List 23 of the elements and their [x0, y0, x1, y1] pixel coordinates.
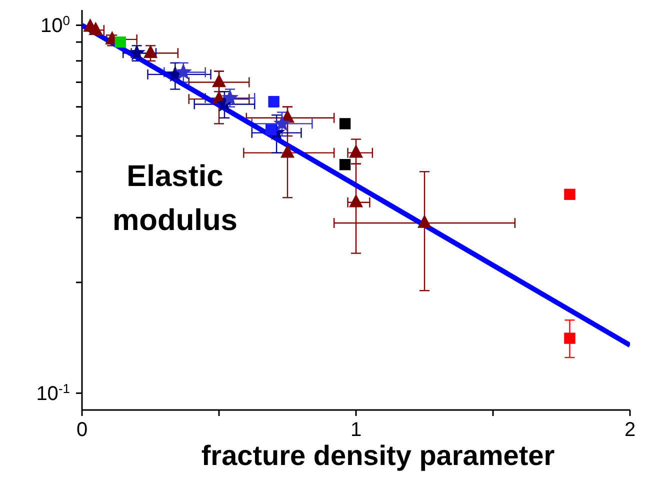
- x-tick-label: 0: [76, 419, 88, 441]
- point: [564, 188, 576, 200]
- point: [212, 74, 226, 88]
- x-tick-label: 1: [350, 419, 362, 441]
- point: [114, 36, 126, 48]
- x-tick-label: 2: [624, 419, 636, 441]
- point: [174, 63, 192, 80]
- point: [349, 194, 363, 208]
- annotation: Elastic modulus: [112, 159, 238, 239]
- point: [418, 214, 432, 228]
- point: [339, 159, 351, 170]
- point: [564, 332, 576, 344]
- point: [273, 114, 291, 132]
- point: [339, 118, 351, 130]
- point: [144, 44, 158, 58]
- point: [349, 144, 363, 158]
- point: [265, 124, 277, 136]
- y-tick-label: 10$^{-1}$: [36, 380, 70, 406]
- point: [280, 144, 294, 158]
- point: [128, 44, 146, 60]
- y-tick-label: 10$^{0}$: [40, 12, 70, 38]
- x-axis-title: fracture density parameter: [200, 440, 556, 472]
- point: [221, 88, 239, 106]
